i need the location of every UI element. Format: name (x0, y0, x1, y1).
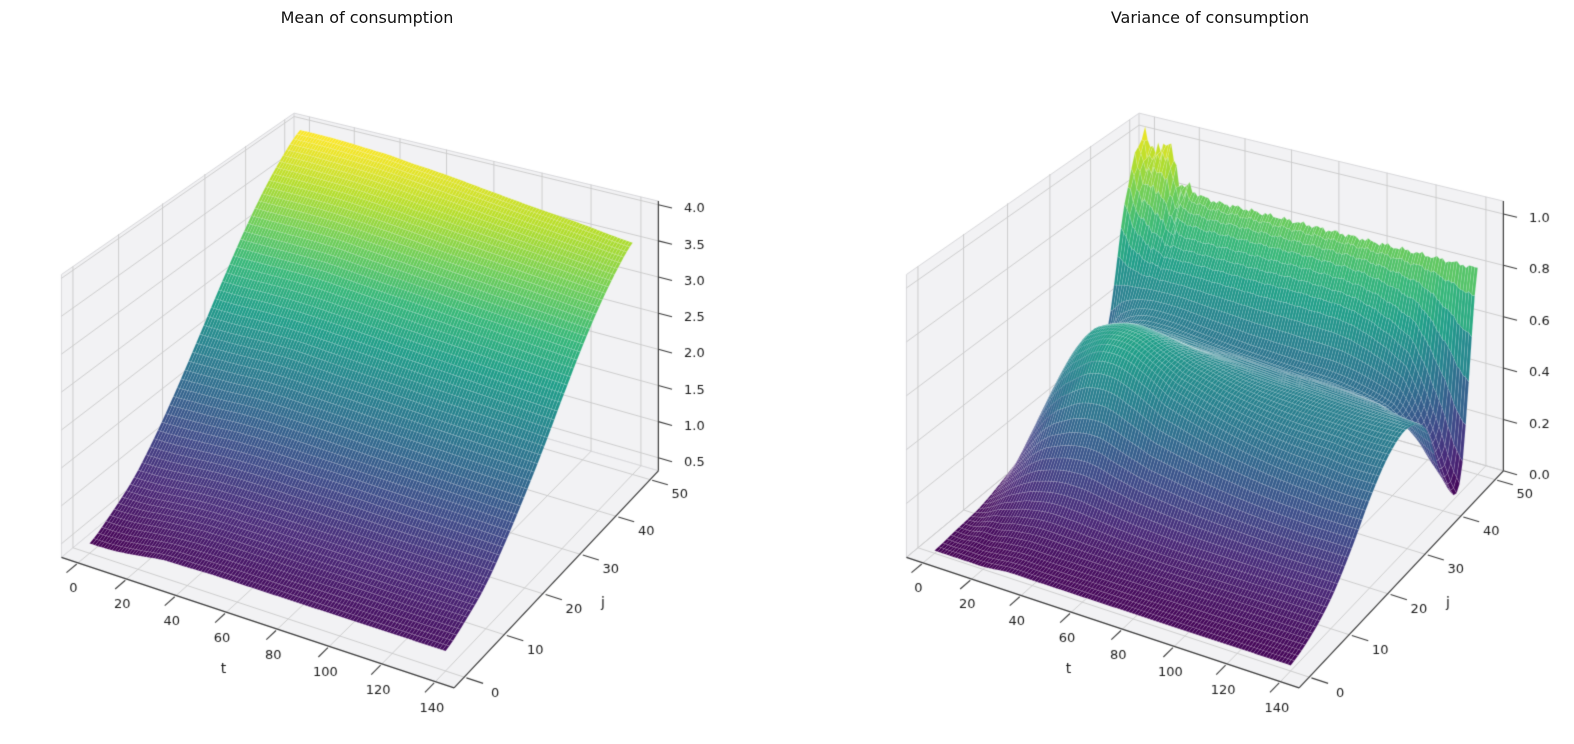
mean-plot-title: Mean of consumption (280, 8, 454, 27)
variance-plot-title: Variance of consumption (1110, 8, 1310, 27)
